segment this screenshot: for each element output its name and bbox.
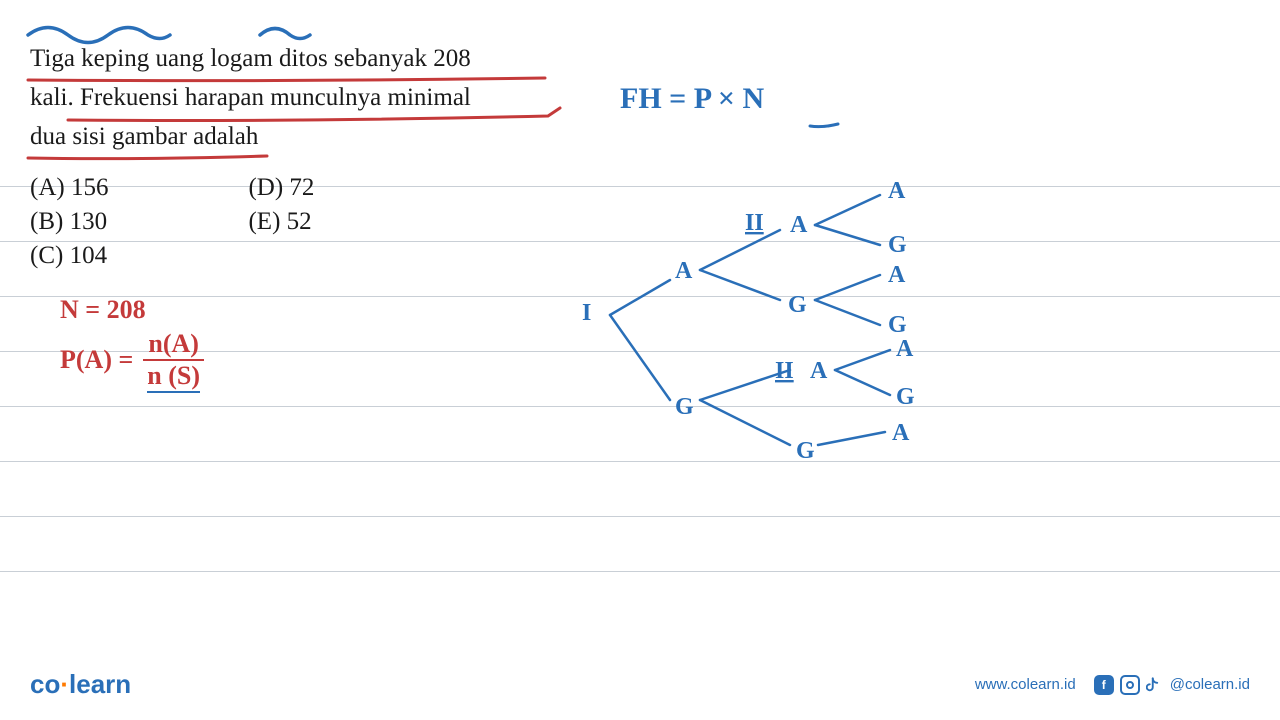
handwritten-work: N = 208 P(A) = n(A) n (S) [60, 295, 204, 395]
tree-ii-lower: II [775, 358, 794, 384]
tree-leaf-1: A [888, 178, 906, 204]
footer: co·learn www.colearn.id f @colearn.id [30, 669, 1250, 700]
tree-root: I [582, 300, 591, 326]
social-icons: f @colearn.id [1094, 675, 1250, 695]
hw-probability-formula: P(A) = n(A) n (S) [60, 329, 204, 391]
tree-l3-g1: G [788, 292, 807, 318]
instagram-icon [1120, 675, 1140, 695]
facebook-icon: f [1094, 675, 1114, 695]
tiktok-icon [1146, 676, 1164, 694]
hw-frac-denominator: n (S) [143, 359, 204, 391]
tree-leaf-6: G [896, 384, 915, 410]
option-a: (A) 156 [30, 174, 108, 202]
tree-l2-g: G [675, 394, 694, 420]
tree-l3-a1: A [790, 212, 808, 238]
logo-dot-icon: · [60, 669, 69, 699]
hw-p-a: P(A) = [60, 345, 133, 375]
tree-l3-a2: A [810, 358, 828, 384]
tree-leaf-5: A [896, 336, 914, 362]
question-line-3: dua sisi gambar adalah [30, 118, 1250, 157]
tree-l3-g2: G [796, 438, 815, 464]
hw-frac-numerator: n(A) [144, 329, 203, 359]
hw-n-equation: N = 208 [60, 295, 204, 325]
tree-l2-a: A [675, 258, 693, 284]
question-line-1: Tiga keping uang logam ditos sebanyak 20… [30, 40, 1250, 79]
hw-formula: FH = P × N [620, 82, 764, 116]
option-b: (B) 130 [30, 208, 108, 236]
tree-leaf-4: G [888, 312, 907, 338]
tree-leaf-7: A [892, 420, 910, 446]
tree-leaf-3: A [888, 262, 906, 288]
logo-co: co [30, 669, 60, 699]
logo: co·learn [30, 669, 131, 700]
footer-url: www.colearn.id [975, 676, 1076, 693]
option-c: (C) 104 [30, 242, 108, 270]
footer-handle: @colearn.id [1170, 676, 1250, 693]
probability-tree: I A G II A G II A G A G A G A G A [580, 170, 1010, 487]
option-d: (D) 72 [248, 174, 314, 202]
tree-ii-upper: II [745, 210, 764, 236]
tree-leaf-2: G [888, 232, 907, 258]
logo-learn: learn [69, 669, 131, 699]
option-e: (E) 52 [248, 208, 314, 236]
